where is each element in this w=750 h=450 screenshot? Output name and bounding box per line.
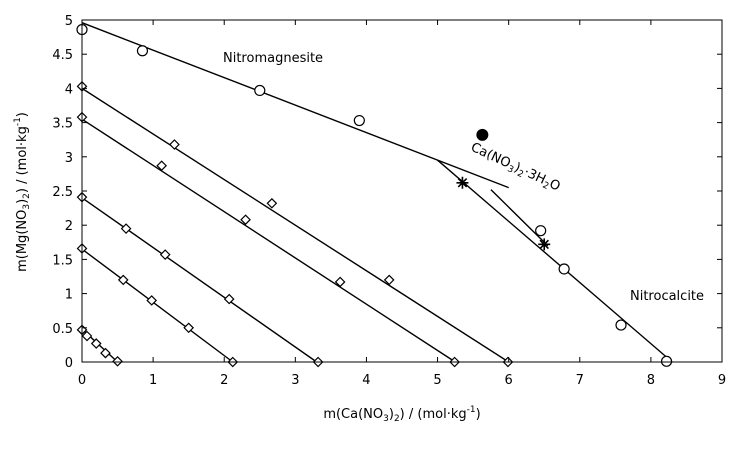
diamond-marker bbox=[159, 249, 171, 260]
filled-circle-marker bbox=[476, 128, 489, 141]
y-tick-label: 0.5 bbox=[52, 322, 73, 337]
x-tick-label: 5 bbox=[433, 373, 441, 388]
diamond-marker bbox=[146, 295, 158, 306]
circle-marker bbox=[254, 84, 266, 97]
x-tick-label: 8 bbox=[647, 373, 655, 388]
fit-line bbox=[490, 189, 549, 247]
diamond-marker bbox=[240, 214, 251, 226]
diamond-marker bbox=[120, 223, 132, 234]
x-tick-label: 4 bbox=[362, 373, 370, 388]
diamond-marker bbox=[183, 322, 195, 334]
y-tick-label: 4.5 bbox=[52, 48, 73, 63]
diamond-marker bbox=[90, 338, 102, 349]
axis-ticks bbox=[82, 20, 722, 362]
diamond-marker bbox=[383, 274, 395, 286]
x-tick-labels: 0 1 2 3 4 5 6 7 8 9 bbox=[78, 373, 726, 388]
circle-marker bbox=[535, 225, 547, 237]
x-tick-label: 3 bbox=[291, 373, 299, 388]
fit-line bbox=[81, 87, 510, 363]
y-tick-label: 0 bbox=[65, 356, 73, 371]
circle-marker bbox=[558, 263, 570, 275]
y-tick-labels: 0 0.5 1 1.5 2 2.5 3 3.5 4 4.5 5 bbox=[52, 14, 73, 371]
y-tick-label: 1.5 bbox=[52, 253, 73, 268]
fit-line bbox=[81, 22, 509, 189]
fit-line bbox=[437, 159, 673, 363]
fit-lines bbox=[81, 22, 673, 363]
y-tick-label: 5 bbox=[65, 14, 73, 29]
y-axis-label: m(Mg(NO3)2) / (mol·kg-1) bbox=[13, 112, 32, 272]
x-tick-label: 0 bbox=[78, 373, 86, 388]
fit-line bbox=[81, 118, 456, 363]
x-tick-label: 1 bbox=[149, 373, 157, 388]
annotation-nitrocalcite: Nitrocalcite bbox=[630, 289, 704, 304]
x-tick-label: 7 bbox=[576, 373, 584, 388]
fit-line bbox=[81, 197, 318, 363]
star-marker bbox=[538, 238, 551, 251]
data-points bbox=[76, 23, 673, 368]
x-tick-label: 2 bbox=[220, 373, 228, 388]
plot-frame bbox=[81, 19, 723, 363]
diamond-marker bbox=[156, 160, 167, 172]
circle-marker bbox=[660, 355, 673, 367]
y-tick-label: 4 bbox=[65, 82, 73, 97]
diamond-marker bbox=[100, 347, 111, 359]
diamond-marker bbox=[334, 276, 346, 288]
diamond-marker bbox=[169, 139, 180, 150]
diamond-marker bbox=[81, 330, 93, 342]
diamond-marker bbox=[266, 197, 278, 209]
y-tick-label: 1 bbox=[65, 288, 73, 303]
x-axis-label: m(Ca(NO3)2) / (mol·kg-1) bbox=[323, 405, 480, 424]
y-tick-label: 2.5 bbox=[52, 185, 73, 200]
y-tick-label: 3 bbox=[65, 151, 73, 166]
circle-marker bbox=[136, 45, 149, 57]
x-tick-label: 9 bbox=[718, 373, 726, 388]
x-tick-label: 6 bbox=[505, 373, 513, 388]
circle-marker bbox=[353, 114, 365, 127]
annotation-nitromagnesite: Nitromagnesite bbox=[223, 51, 323, 66]
annotation-hydrate: Ca(NO3)2·3H2O bbox=[467, 140, 562, 196]
fit-line bbox=[81, 248, 234, 363]
diamond-marker bbox=[112, 355, 123, 367]
y-tick-label: 2 bbox=[65, 219, 73, 234]
y-tick-label: 3.5 bbox=[52, 117, 73, 132]
star-marker bbox=[456, 176, 469, 189]
diamond-marker bbox=[223, 293, 235, 305]
circle-marker bbox=[615, 319, 627, 331]
diamond-marker bbox=[117, 274, 129, 286]
